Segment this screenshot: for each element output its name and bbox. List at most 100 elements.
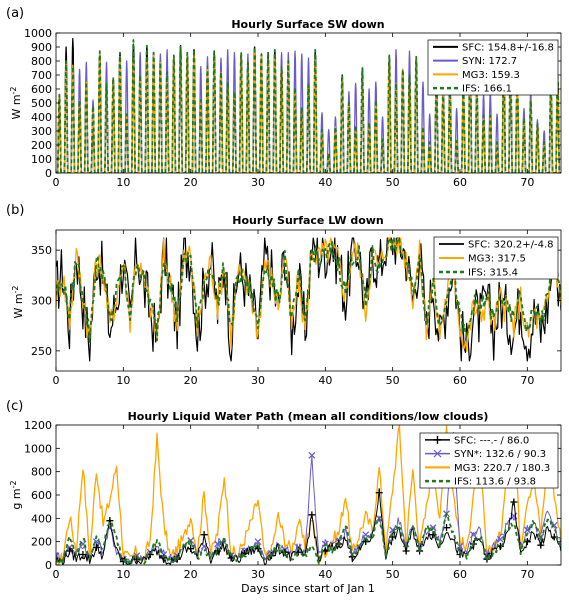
legend-label: SYN*: 132.6 / 90.3	[454, 449, 546, 460]
series-marker	[362, 531, 370, 539]
series-marker	[496, 535, 504, 543]
y-tick-label: 0	[45, 167, 52, 180]
legend-marker	[433, 435, 442, 444]
series-marker	[308, 511, 316, 519]
series-marker	[550, 521, 558, 529]
series-marker	[65, 547, 73, 555]
panel-a: (a) Hourly Surface SW down W m-2 0 10 20 30…	[6, 6, 562, 189]
legend-label: MG3: 159.3	[462, 70, 520, 81]
y-tick-label: 300	[31, 125, 52, 138]
y-tick-label: 200	[31, 536, 52, 549]
y-tick-label: 1000	[24, 27, 52, 40]
series-marker	[510, 498, 518, 506]
panel-c-legend: SFC: ---.- / 86.0 SYN*: 132.6 / 90.3 MG3: …	[419, 432, 559, 489]
panel-c-ylabel: g m-2	[9, 480, 23, 509]
x-tick-label: 70	[520, 176, 534, 189]
y-tick-label: 1200	[24, 419, 52, 432]
x-tick-label: 60	[453, 568, 467, 581]
x-tick-label: 30	[251, 176, 265, 189]
panel-a-label: (a)	[6, 6, 24, 21]
y-tick-label: 1000	[24, 442, 52, 455]
y-tick-label: 300	[31, 295, 52, 308]
panel-c-label: (c)	[6, 399, 23, 414]
panel-a-ticks: 0 10 20 30 40 50 60 700100200300400500600700800…	[24, 27, 561, 189]
x-tick-label: 40	[318, 568, 332, 581]
series-line-syn	[56, 431, 561, 565]
panel-c-ticks: 0 10 20 30 40 50 60 70 0 200 400 600 800 1000 1200	[24, 419, 561, 581]
legend-marker	[433, 449, 442, 458]
series-line-ifs	[56, 512, 561, 565]
y-tick-label: 250	[31, 345, 52, 358]
x-tick-label: 40	[318, 176, 332, 189]
y-tick-label: 800	[31, 466, 52, 479]
x-tick-label: 20	[184, 176, 198, 189]
x-tick-label: 0	[53, 176, 60, 189]
x-tick-label: 10	[116, 176, 130, 189]
panel-a-ylabel: W m-2	[9, 86, 23, 119]
series-marker	[214, 540, 222, 548]
x-tick-label: 0	[53, 568, 60, 581]
y-tick-label: 200	[31, 139, 52, 152]
series-marker	[537, 541, 545, 549]
panel-b-ylabel: W m-2	[11, 285, 25, 318]
panel-b-title: Hourly Surface LW down	[232, 214, 384, 227]
x-tick-label: 30	[251, 568, 265, 581]
panel-b-legend: SFC: 320.2+/-4.8 MG3: 317.5 IFS: 315.4	[433, 236, 559, 280]
x-tick-label: 50	[386, 568, 400, 581]
legend-label: SFC: 154.8+/-16.8	[462, 42, 554, 53]
y-tick-label: 0	[45, 559, 52, 572]
x-tick-label: 70	[520, 374, 534, 387]
series-marker	[200, 531, 208, 539]
panel-a-legend: SFC: 154.8+/-16.8 SYN: 172.7 MG3: 159.3 IFS…	[427, 39, 559, 96]
legend-label: SFC: ---.- / 86.0	[454, 435, 529, 446]
y-tick-label: 500	[31, 97, 52, 110]
legend-box	[427, 39, 559, 96]
legend-label: MG3: 220.7 / 180.3	[454, 463, 550, 474]
y-tick-label: 600	[31, 489, 52, 502]
x-tick-label: 30	[251, 374, 265, 387]
panel-a-title: Hourly Surface SW down	[231, 18, 384, 31]
series-marker	[254, 538, 262, 546]
legend-label: IFS: 315.4	[468, 268, 518, 279]
y-tick-label: 800	[31, 55, 52, 68]
panel-b-marks	[56, 237, 561, 362]
x-tick-label: 20	[184, 374, 198, 387]
series-marker	[470, 531, 477, 539]
x-tick-label: 40	[318, 374, 332, 387]
panel-b-ticks: 0 10 20 30 40 50 60 70 250 300 350	[31, 230, 561, 387]
series-marker	[308, 451, 316, 459]
x-tick-label: 60	[453, 176, 467, 189]
series-marker	[375, 489, 383, 497]
legend-label: IFS: 166.1	[462, 84, 512, 95]
y-tick-label: 900	[31, 41, 52, 54]
legend-box	[419, 432, 559, 489]
series-marker	[56, 556, 60, 564]
panel-c: (c) Hourly Liquid Water Path (mean all c…	[6, 399, 562, 595]
y-tick-label: 100	[31, 153, 52, 166]
panel-c-title: Hourly Liquid Water Path (mean all condi…	[128, 410, 489, 423]
series-marker	[56, 552, 60, 560]
series-marker	[92, 544, 100, 551]
y-tick-label: 400	[31, 512, 52, 525]
x-tick-label: 50	[386, 374, 400, 387]
x-tick-label: 70	[520, 568, 534, 581]
y-tick-label: 400	[31, 111, 52, 124]
series-marker	[402, 547, 410, 555]
panel-c-xlabel: Days since start of Jan 1	[241, 582, 375, 595]
series-marker	[187, 545, 195, 553]
series-marker	[79, 551, 87, 558]
panel-b: (b) Hourly Surface LW down W m-2 0 10 20 30…	[6, 203, 562, 387]
legend-label: SYN: 172.7	[462, 56, 517, 67]
panel-b-label: (b)	[6, 203, 24, 218]
series-line-ifs	[56, 39, 561, 173]
y-tick-label: 600	[31, 83, 52, 96]
x-tick-label: 10	[116, 374, 130, 387]
series-line-ifs	[56, 237, 561, 343]
x-tick-label: 60	[453, 374, 467, 387]
x-tick-label: 0	[53, 374, 60, 387]
x-tick-label: 20	[184, 568, 198, 581]
legend-label: IFS: 113.6 / 93.8	[454, 477, 536, 488]
x-tick-label: 10	[116, 568, 130, 581]
legend-label: SFC: 320.2+/-4.8	[468, 240, 554, 251]
